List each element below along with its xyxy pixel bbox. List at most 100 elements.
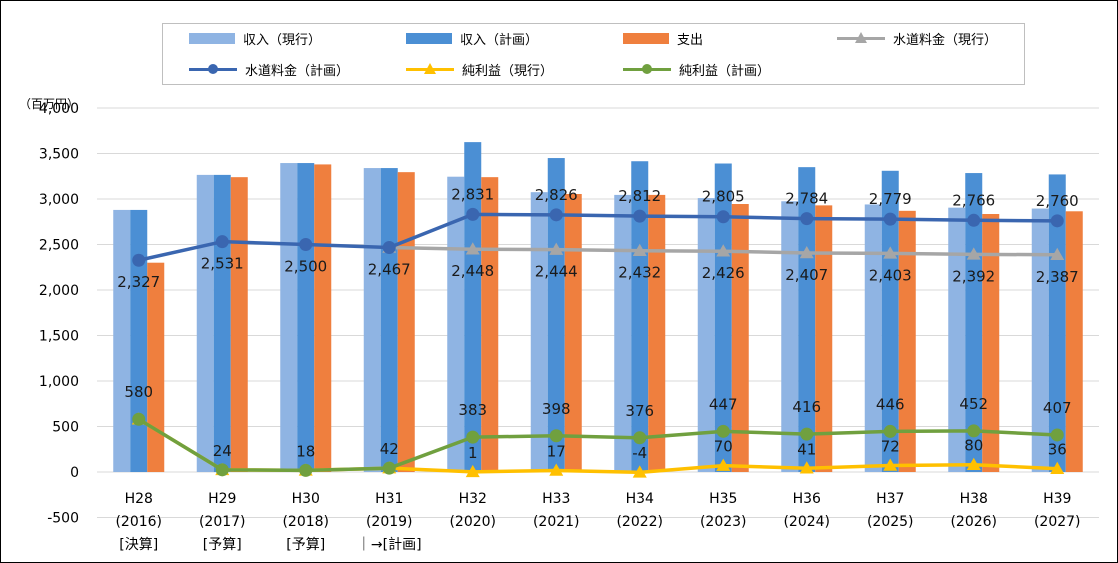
x-tick-label: H32	[459, 491, 487, 507]
bar-income-plan	[714, 163, 732, 472]
profit-current-marker	[549, 463, 564, 476]
bar-income-current	[697, 198, 715, 472]
data-label-profit-plan: 407	[1043, 399, 1072, 417]
profit-plan-marker	[633, 431, 647, 445]
x-tick-label: (2019)	[366, 514, 413, 530]
legend-label: 支出	[677, 32, 704, 48]
profit-plan-marker	[299, 463, 313, 477]
water-plan-marker	[215, 235, 229, 249]
data-label-water-plan: 2,784	[785, 190, 828, 208]
legend-swatch-income-plan	[406, 32, 452, 44]
bar-expense	[731, 204, 749, 472]
bar-income-plan	[297, 163, 315, 472]
legend-item-profit-current: 純利益（現行）	[406, 59, 553, 79]
data-label-profit-plan: 452	[959, 395, 988, 413]
bar-expense	[314, 164, 332, 473]
profit-plan-line	[137, 417, 1058, 473]
bar-income-plan	[881, 170, 899, 473]
y-tick-label: -500	[47, 511, 79, 527]
y-axis-unit: （百万円）	[19, 97, 80, 111]
x-tick-label: H34	[626, 491, 654, 507]
profit-plan-marker	[382, 461, 396, 475]
data-label-profit-plan: 416	[792, 398, 821, 416]
water-plan-marker	[549, 208, 563, 222]
x-tick-label: [予算]	[203, 537, 242, 553]
legend-item-water-plan: 水道料金（計画）	[189, 59, 349, 79]
profit-current-marker	[1050, 461, 1065, 474]
water-current-marker	[799, 245, 814, 259]
water-plan-marker	[132, 253, 146, 267]
y-tick-label: 0	[70, 465, 79, 481]
water-plan-marker	[466, 207, 480, 221]
y-tick-label: 3,500	[39, 147, 79, 163]
legend-line-profit-current	[406, 59, 454, 79]
data-label-profit-current: -4	[632, 444, 647, 462]
bar-expense	[815, 205, 833, 472]
y-tick-label: 1,500	[39, 329, 79, 345]
bar-income-current	[948, 207, 966, 472]
y-tick-label: 2,500	[39, 238, 79, 254]
data-label-profit-current: 17	[547, 442, 566, 460]
profit-plan-marker	[1050, 428, 1064, 442]
water-plan-marker	[716, 210, 730, 224]
data-label-water-current: 2,467	[368, 261, 411, 279]
bar-expense	[397, 172, 415, 472]
legend-item-income-plan: 収入（計画）	[406, 28, 538, 48]
water-current-marker	[966, 247, 981, 260]
data-label-water-plan: 2,760	[1036, 192, 1079, 210]
legend-item-profit-plan: 純利益（計画）	[623, 59, 770, 79]
x-tick-label: H38	[960, 491, 988, 507]
data-label-profit-current: 70	[714, 438, 733, 456]
x-tick-label: H35	[709, 491, 737, 507]
water-plan-marker	[967, 213, 981, 227]
bar-income-plan	[464, 142, 482, 472]
data-label-water-plan: 2,826	[535, 186, 578, 204]
x-tick-label: ｜→[計画]	[357, 537, 422, 553]
legend-line-water-current	[837, 28, 885, 48]
bar-income-plan	[380, 168, 398, 472]
x-tick-label: (2016)	[115, 514, 162, 530]
water-current-marker	[883, 246, 898, 259]
profit-plan-marker	[132, 412, 146, 426]
water-current-marker	[632, 243, 647, 256]
data-label-profit-current: 18	[296, 442, 315, 460]
data-label-water-current: 2,432	[618, 264, 661, 282]
data-label-profit-current: 72	[881, 437, 900, 455]
data-label-water-plan: 2,779	[869, 190, 912, 208]
data-label-water-current: 2,531	[201, 255, 244, 273]
x-tick-label: (2023)	[700, 514, 747, 530]
bar-income-plan	[965, 173, 983, 472]
data-label-water-plan: 2,812	[618, 187, 661, 205]
data-label-profit-current: 41	[797, 440, 816, 458]
data-label-water-current: 2,327	[117, 273, 160, 291]
y-tick-label: 2,000	[39, 283, 79, 299]
data-label-profit-current: 24	[213, 442, 232, 460]
data-label-water-current: 2,392	[952, 267, 995, 285]
x-tick-label: (2017)	[199, 514, 246, 530]
water-plan-marker	[883, 212, 897, 226]
y-tick-label: 500	[52, 420, 79, 436]
x-tick-label: (2025)	[867, 514, 914, 530]
data-label-profit-current: 1	[468, 444, 478, 462]
profit-current-marker	[883, 458, 898, 471]
water-plan-marker	[1050, 214, 1064, 228]
legend-label: 収入（現行）	[243, 32, 322, 48]
data-label-profit-current: 80	[964, 437, 983, 455]
data-label-water-current: 2,387	[1036, 268, 1079, 286]
data-label-water-current: 2,500	[284, 258, 327, 276]
profit-plan-marker	[215, 463, 229, 477]
profit-plan-marker	[967, 424, 981, 438]
legend-label: 水道料金（計画）	[245, 63, 350, 79]
legend: 収入（現行） 収入（計画） 支出 水道料金（現行） 水道料金（計画）	[162, 23, 1025, 85]
water-plan-marker	[633, 209, 647, 223]
bar-income-current	[530, 192, 548, 473]
data-label-water-current: 2,444	[535, 263, 578, 281]
x-tick-label: H31	[375, 491, 403, 507]
data-label-profit-plan: 398	[542, 400, 571, 418]
water-current-marker	[716, 244, 731, 257]
bar-income-current	[196, 174, 214, 472]
x-tick-label: (2026)	[950, 514, 997, 530]
water-plan-marker	[382, 241, 396, 255]
